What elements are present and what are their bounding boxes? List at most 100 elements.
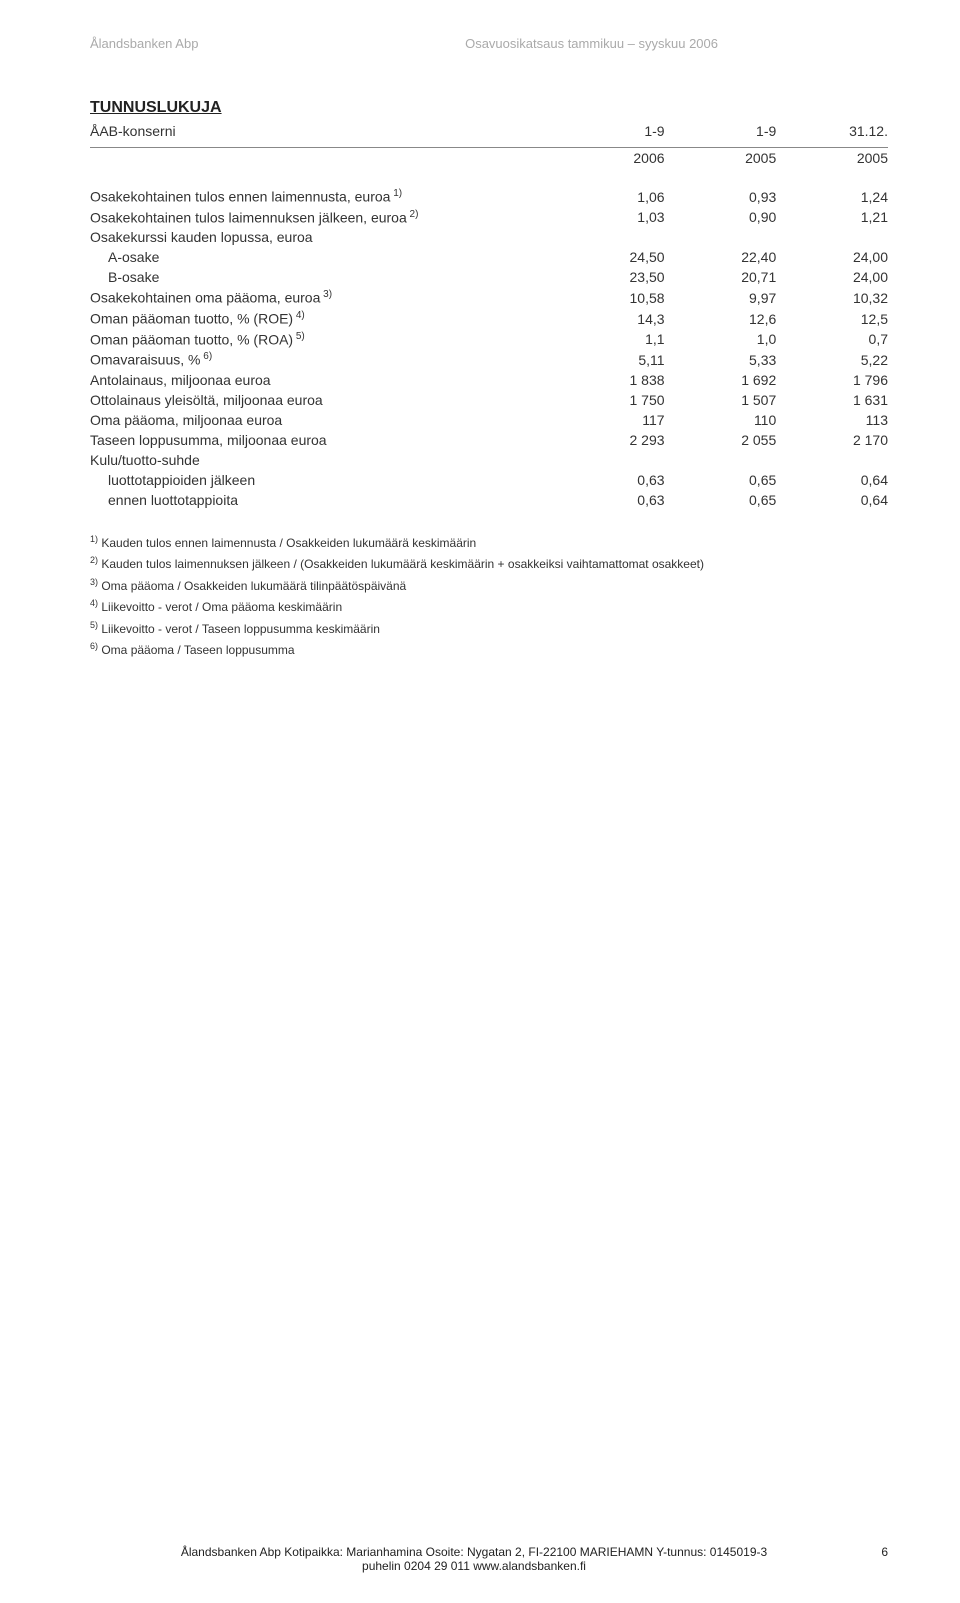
row-label: Oma pääoma, miljoonaa euroa	[90, 410, 553, 430]
row-value: 1 838	[553, 370, 665, 390]
table-row: Kulu/tuotto-suhde	[90, 450, 888, 470]
footnote-text: Oma pääoma / Osakkeiden lukumäärä tilinp…	[98, 579, 406, 593]
row-value: 1,03	[553, 207, 665, 228]
table-row: Antolainaus, miljoonaa euroa1 8381 6921 …	[90, 370, 888, 390]
row-value: 110	[665, 410, 777, 430]
footnote-ref: 6)	[200, 351, 212, 362]
footnote: 3) Oma pääoma / Osakkeiden lukumäärä til…	[90, 575, 888, 596]
row-value: 113	[776, 410, 888, 430]
table-row: Osakekohtainen tulos ennen laimennusta, …	[90, 186, 888, 207]
footnote-mark: 1)	[90, 534, 98, 544]
row-label: Antolainaus, miljoonaa euroa	[90, 370, 553, 390]
footnote: 4) Liikevoitto - verot / Oma pääoma kesk…	[90, 596, 888, 617]
table-years: 2006 2005 2005	[90, 148, 888, 169]
entity-label: ÅAB-konserni	[90, 121, 553, 141]
row-label: Oman pääoman tuotto, % (ROA) 5)	[90, 329, 553, 350]
row-value: 14,3	[553, 308, 665, 329]
table-row: Osakekohtainen tulos laimennuksen jälkee…	[90, 207, 888, 228]
footnote-text: Kauden tulos ennen laimennusta / Osakkei…	[98, 536, 476, 550]
row-label: luottotappioiden jälkeen	[90, 470, 553, 490]
table-row: A-osake24,5022,4024,00	[90, 247, 888, 267]
header-company: Ålandsbanken Abp	[90, 36, 198, 51]
table-subheader: ÅAB-konserni 1-9 1-9 31.12.	[90, 121, 888, 141]
row-label: Oman pääoman tuotto, % (ROE) 4)	[90, 308, 553, 329]
row-value: 24,00	[776, 247, 888, 267]
footnote-text: Liikevoitto - verot / Taseen loppusumma …	[98, 622, 380, 636]
footnote: 1) Kauden tulos ennen laimennusta / Osak…	[90, 532, 888, 553]
footnote-mark: 4)	[90, 598, 98, 608]
row-value	[553, 450, 665, 470]
row-value: 1 507	[665, 390, 777, 410]
row-value: 1 796	[776, 370, 888, 390]
row-value	[776, 227, 888, 247]
row-label: Osakekohtainen tulos laimennuksen jälkee…	[90, 207, 553, 228]
row-label: Kulu/tuotto-suhde	[90, 450, 553, 470]
row-value: 23,50	[553, 267, 665, 287]
row-value: 0,90	[665, 207, 777, 228]
row-value: 0,93	[665, 186, 777, 207]
page: Ålandsbanken Abp Osavuosikatsaus tammiku…	[0, 0, 960, 1603]
table-row: Osakekurssi kauden lopussa, euroa	[90, 227, 888, 247]
table-row: Oman pääoman tuotto, % (ROA) 5)1,11,00,7	[90, 329, 888, 350]
row-label: Osakekohtainen oma pääoma, euroa 3)	[90, 287, 553, 308]
row-value: 2 293	[553, 430, 665, 450]
row-value: 10,58	[553, 287, 665, 308]
table-row: Omavaraisuus, % 6)5,115,335,22	[90, 349, 888, 370]
row-value: 1 750	[553, 390, 665, 410]
row-value: 2 055	[665, 430, 777, 450]
footnote-mark: 5)	[90, 620, 98, 630]
row-value: 5,22	[776, 349, 888, 370]
row-value: 0,63	[553, 470, 665, 490]
section-title: TUNNUSLUKUJA	[90, 99, 888, 117]
row-label: B-osake	[90, 267, 553, 287]
row-value: 117	[553, 410, 665, 430]
col-period-1: 1-9	[553, 121, 665, 141]
row-value: 1,06	[553, 186, 665, 207]
row-value: 1,1	[553, 329, 665, 350]
footnote-mark: 2)	[90, 555, 98, 565]
col-period-3: 31.12.	[776, 121, 888, 141]
row-value: 10,32	[776, 287, 888, 308]
row-value: 0,64	[776, 470, 888, 490]
footnote: 2) Kauden tulos laimennuksen jälkeen / (…	[90, 553, 888, 574]
row-value: 5,11	[553, 349, 665, 370]
footnote-text: Kauden tulos laimennuksen jälkeen / (Osa…	[98, 557, 704, 571]
row-value	[665, 450, 777, 470]
col-period-2: 1-9	[665, 121, 777, 141]
row-value: 0,65	[665, 490, 777, 510]
page-number: 6	[858, 1545, 888, 1573]
year-1: 2006	[553, 148, 665, 169]
row-label: A-osake	[90, 247, 553, 267]
header-subtitle: Osavuosikatsaus tammikuu – syyskuu 2006	[465, 36, 718, 51]
row-label: ennen luottotappioita	[90, 490, 553, 510]
row-value	[553, 227, 665, 247]
table-row: Ottolainaus yleisöltä, miljoonaa euroa1 …	[90, 390, 888, 410]
row-label: Ottolainaus yleisöltä, miljoonaa euroa	[90, 390, 553, 410]
row-value	[776, 450, 888, 470]
footnote-ref: 4)	[293, 310, 305, 321]
row-value: 24,00	[776, 267, 888, 287]
financial-table: ÅAB-konserni 1-9 1-9 31.12. 2006 2005 20…	[90, 121, 888, 510]
row-label: Taseen loppusumma, miljoonaa euroa	[90, 430, 553, 450]
row-value: 1,0	[665, 329, 777, 350]
row-label: Osakekohtainen tulos ennen laimennusta, …	[90, 186, 553, 207]
table-row: luottotappioiden jälkeen0,630,650,64	[90, 470, 888, 490]
row-value: 2 170	[776, 430, 888, 450]
row-value: 0,7	[776, 329, 888, 350]
row-label: Osakekurssi kauden lopussa, euroa	[90, 227, 553, 247]
row-value: 12,5	[776, 308, 888, 329]
footnote: 5) Liikevoitto - verot / Taseen loppusum…	[90, 618, 888, 639]
table-row: B-osake23,5020,7124,00	[90, 267, 888, 287]
row-value: 1,24	[776, 186, 888, 207]
row-value: 0,63	[553, 490, 665, 510]
row-value: 22,40	[665, 247, 777, 267]
row-value: 1 692	[665, 370, 777, 390]
row-value: 24,50	[553, 247, 665, 267]
footnote-mark: 6)	[90, 641, 98, 651]
year-3: 2005	[776, 148, 888, 169]
row-label: Omavaraisuus, % 6)	[90, 349, 553, 370]
footnote-ref: 2)	[407, 209, 419, 220]
row-value: 9,97	[665, 287, 777, 308]
footnotes: 1) Kauden tulos ennen laimennusta / Osak…	[90, 532, 888, 660]
table-row: Taseen loppusumma, miljoonaa euroa2 2932…	[90, 430, 888, 450]
